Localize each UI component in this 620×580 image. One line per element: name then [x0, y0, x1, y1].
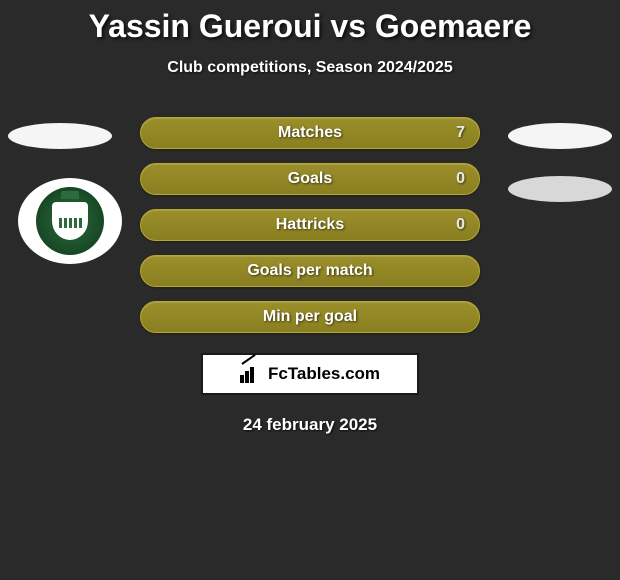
stat-label: Matches: [278, 124, 342, 142]
stat-bar-matches: Matches 7: [140, 117, 480, 149]
stat-label: Goals: [288, 170, 332, 188]
stat-value: 0: [456, 170, 465, 188]
crest-emblem-icon: [36, 187, 104, 255]
stat-label: Hattricks: [276, 216, 344, 234]
stat-value: 0: [456, 216, 465, 234]
stat-bar-hattricks: Hattricks 0: [140, 209, 480, 241]
subtitle: Club competitions, Season 2024/2025: [0, 59, 620, 77]
page-title: Yassin Gueroui vs Goemaere: [0, 8, 620, 45]
player-badge-left: [8, 123, 112, 149]
stat-label: Min per goal: [263, 308, 357, 326]
player-badge-right-1: [508, 123, 612, 149]
stat-bar-goals: Goals 0: [140, 163, 480, 195]
comparison-card: Yassin Gueroui vs Goemaere Club competit…: [0, 0, 620, 435]
stat-bar-min-per-goal: Min per goal: [140, 301, 480, 333]
stat-bar-goals-per-match: Goals per match: [140, 255, 480, 287]
stat-bars: Matches 7 Goals 0 Hattricks 0 Goals per …: [140, 117, 480, 333]
brand-box[interactable]: FcTables.com: [201, 353, 419, 395]
stat-label: Goals per match: [247, 262, 372, 280]
stat-value: 7: [456, 124, 465, 142]
chart-icon: [240, 365, 262, 383]
brand-text: FcTables.com: [268, 364, 380, 384]
player-badge-right-2: [508, 176, 612, 202]
club-crest: [18, 178, 122, 264]
date-label: 24 february 2025: [0, 415, 620, 435]
